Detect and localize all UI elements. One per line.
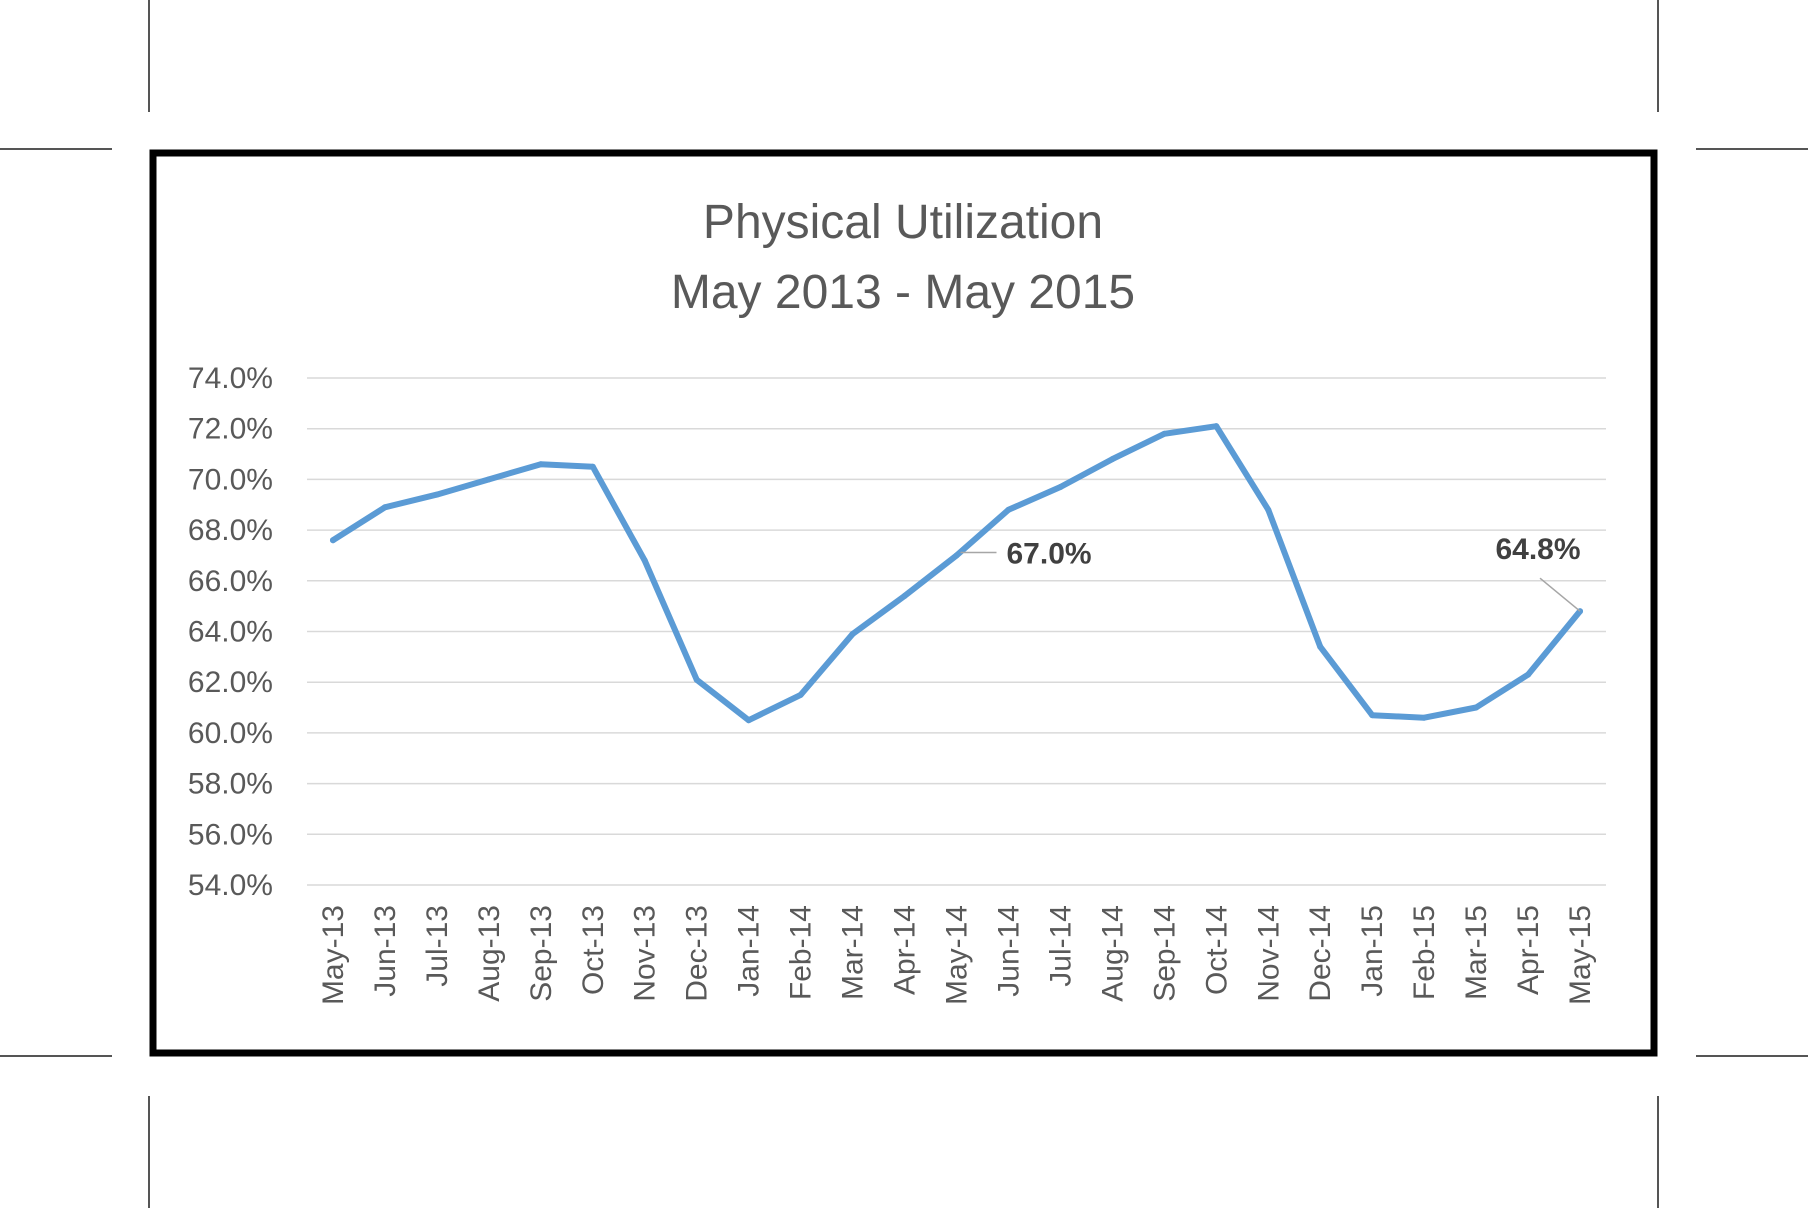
- x-tick-label: Jan-14: [733, 905, 766, 997]
- x-tick-label: Mar-15: [1460, 905, 1493, 1000]
- data-point: [537, 461, 544, 468]
- x-tick-label: Sep-13: [525, 905, 558, 1002]
- y-tick-label: 64.0%: [188, 616, 273, 649]
- x-tick-label: Sep-14: [1148, 905, 1181, 1002]
- x-tick-label: Jul-14: [1044, 905, 1077, 987]
- data-point: [589, 463, 596, 470]
- gridlines: [307, 377, 1606, 886]
- data-point: [953, 552, 960, 559]
- y-tick-label: 60.0%: [188, 717, 273, 750]
- x-tick-label: Apr-14: [889, 905, 922, 995]
- x-tick-label: May-15: [1564, 905, 1597, 1005]
- data-point: [1109, 456, 1116, 463]
- data-point: [1473, 704, 1480, 711]
- data-point: [1317, 643, 1324, 650]
- chart-title-line-2: May 2013 - May 2015: [671, 266, 1135, 319]
- x-tick-label: Oct-13: [577, 905, 610, 995]
- x-tick-label: Aug-13: [473, 905, 506, 1002]
- x-tick-label: Jan-15: [1356, 905, 1389, 997]
- x-tick-label: Jun-14: [992, 905, 1025, 997]
- data-point: [641, 557, 648, 564]
- x-axis-ticks: May-13 Jun-13 Jul-13 Aug-13 Sep-13 Oct-13 Nov-…: [317, 905, 1597, 1005]
- x-tick-label: Mar-14: [837, 905, 870, 1000]
- data-point: [1369, 712, 1376, 719]
- x-tick-label: Apr-15: [1512, 905, 1545, 995]
- data-point: [329, 537, 336, 544]
- x-tick-label: Feb-14: [785, 905, 818, 1000]
- data-point: [433, 491, 440, 498]
- leader-line: [1539, 577, 1581, 612]
- x-tick-label: Jun-13: [369, 905, 402, 997]
- x-tick-label: Nov-13: [629, 905, 662, 1002]
- x-tick-label: Jul-13: [421, 905, 454, 987]
- x-tick-label: Oct-14: [1200, 905, 1233, 995]
- data-label: 64.8%: [1495, 533, 1580, 566]
- data-point: [849, 631, 856, 638]
- data-labels: 67.0% 64.8%: [960, 533, 1581, 612]
- data-point: [797, 691, 804, 698]
- y-tick-label: 74.0%: [188, 362, 273, 395]
- data-point: [1265, 506, 1272, 513]
- data-label: 67.0%: [1007, 537, 1092, 570]
- y-tick-label: 68.0%: [188, 514, 273, 547]
- y-axis-ticks: 74.0% 72.0% 70.0% 68.0% 66.0% 64.0% 62.0% 60.0%…: [188, 362, 273, 902]
- y-tick-label: 70.0%: [188, 463, 273, 496]
- data-point: [745, 717, 752, 724]
- y-tick-label: 66.0%: [188, 565, 273, 598]
- y-tick-label: 54.0%: [188, 869, 273, 902]
- data-point: [1421, 714, 1428, 721]
- x-tick-label: May-14: [941, 905, 974, 1005]
- x-tick-label: Nov-14: [1252, 905, 1285, 1002]
- data-point: [901, 593, 908, 600]
- x-tick-label: Dec-13: [681, 905, 714, 1002]
- data-point: [1161, 430, 1168, 437]
- y-tick-label: 72.0%: [188, 413, 273, 446]
- chart-title-line-1: Physical Utilization: [703, 196, 1103, 249]
- data-point: [381, 504, 388, 511]
- data-point: [1057, 484, 1064, 491]
- data-point: [1525, 671, 1532, 678]
- series: [329, 423, 1584, 724]
- x-tick-label: Aug-14: [1096, 905, 1129, 1002]
- x-tick-label: Dec-14: [1304, 905, 1337, 1002]
- data-point: [1005, 506, 1012, 513]
- x-tick-label: Feb-15: [1408, 905, 1441, 1000]
- y-tick-label: 58.0%: [188, 768, 273, 801]
- chart-frame: [149, 149, 1658, 1057]
- y-tick-label: 62.0%: [188, 666, 273, 699]
- data-point: [1213, 423, 1220, 430]
- y-tick-label: 56.0%: [188, 818, 273, 851]
- data-point: [485, 476, 492, 483]
- x-tick-label: May-13: [317, 905, 350, 1005]
- data-point: [693, 676, 700, 683]
